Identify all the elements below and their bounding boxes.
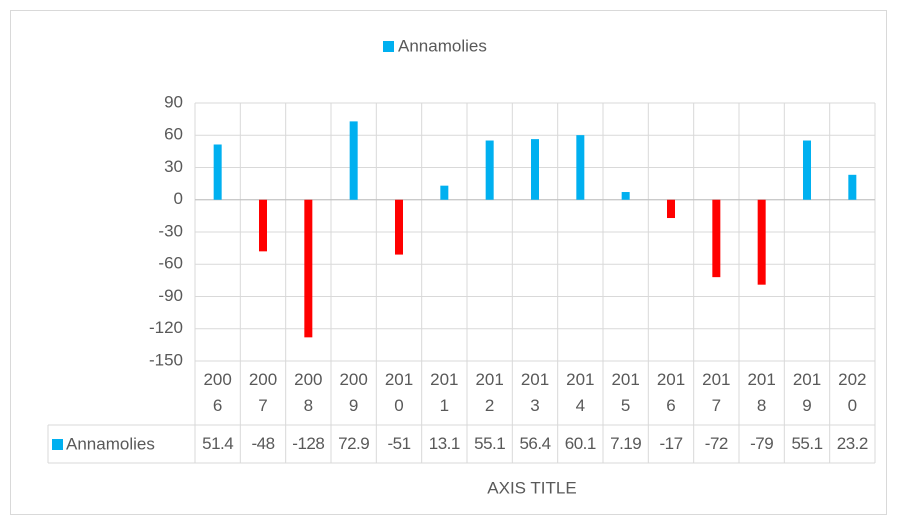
x-tick-label: 2012 <box>475 370 504 415</box>
table-value: -72 <box>704 434 729 453</box>
table-value: 55.1 <box>474 434 506 453</box>
bar <box>712 199 721 278</box>
chart-frame <box>10 10 887 515</box>
table-value: 51.4 <box>202 434 234 453</box>
y-tick-label: -120 <box>149 318 183 337</box>
x-tick-label: 2016 <box>656 370 686 415</box>
table-value: 23.2 <box>836 434 869 453</box>
x-tick-label: 2007 <box>248 370 278 415</box>
table-value: -17 <box>659 434 683 453</box>
y-tick-label: -60 <box>158 254 183 273</box>
table-value: -51 <box>387 434 411 453</box>
x-tick-label: 2014 <box>566 370 595 415</box>
y-tick-label: 0 <box>174 189 183 208</box>
bar <box>304 199 313 338</box>
bar <box>803 140 811 200</box>
bar <box>440 185 449 200</box>
x-tick-label: 2006 <box>203 370 232 415</box>
table-value: 56.4 <box>519 434 551 453</box>
legend-label: Annamolies <box>398 36 487 55</box>
y-tick-label: 90 <box>164 92 183 111</box>
x-tick-label: 2008 <box>294 370 323 415</box>
bar <box>213 144 222 200</box>
y-tick-label: -150 <box>149 350 183 369</box>
bar <box>576 135 585 200</box>
table-value: 13.1 <box>428 434 461 453</box>
table-series-name: Annamolies <box>66 434 155 453</box>
bar <box>667 199 675 219</box>
table-value: 55.1 <box>791 434 823 453</box>
bar <box>757 199 766 285</box>
y-tick-label: -90 <box>158 286 183 305</box>
x-tick-label: 2017 <box>702 370 731 415</box>
table-value: 72.9 <box>338 434 370 453</box>
bar <box>531 139 539 200</box>
y-tick-label: 30 <box>164 157 183 176</box>
bar <box>349 121 358 200</box>
x-tick-label: 2013 <box>520 370 550 415</box>
x-tick-label: 2018 <box>747 370 776 415</box>
x-tick-label: 2015 <box>611 370 640 415</box>
y-tick-label: 60 <box>164 125 183 144</box>
x-tick-label: 2019 <box>792 370 822 415</box>
bar <box>621 192 630 200</box>
x-tick-label: 2010 <box>384 370 414 415</box>
table-value: -128 <box>292 434 325 453</box>
table-legend-key <box>52 439 63 450</box>
x-tick-label: 2020 <box>838 370 867 415</box>
x-axis-title: AXIS TITLE <box>487 478 576 497</box>
legend-key <box>383 41 394 52</box>
x-tick-label: 2011 <box>430 370 459 415</box>
table-value: -48 <box>251 434 275 453</box>
bar <box>395 199 403 255</box>
table-value: 60.1 <box>564 434 597 453</box>
y-tick-label: -30 <box>158 221 183 240</box>
table-value: -79 <box>750 434 774 453</box>
bar <box>848 174 857 200</box>
bar <box>259 199 267 252</box>
table-value: 7.19 <box>610 434 642 453</box>
bar <box>485 140 494 200</box>
x-tick-label: 2009 <box>339 370 368 415</box>
